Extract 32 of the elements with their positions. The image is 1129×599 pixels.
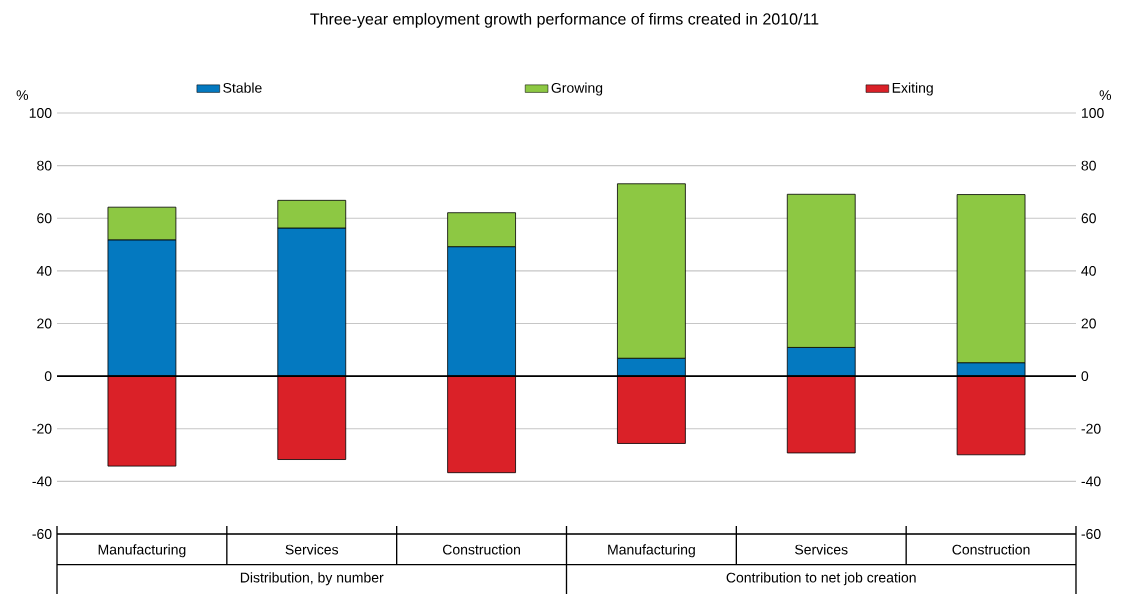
y2-tick-label: 60 xyxy=(1081,213,1096,224)
y2-tick-label: 40 xyxy=(1081,265,1096,276)
y2-tick-label: 0 xyxy=(1081,371,1089,382)
y-tick-label: 0 xyxy=(44,371,52,382)
y2-tick-label: 100 xyxy=(1081,108,1104,118)
x-tick-label: Manufacturing xyxy=(98,544,186,558)
x-tick-label: Manufacturing xyxy=(608,544,695,558)
y-tick-label: 80 xyxy=(37,160,52,171)
x-tick-label: Construction xyxy=(952,544,1030,555)
legend-label: Growing xyxy=(551,82,603,96)
y2-tick-label: -40 xyxy=(1081,476,1101,487)
y2-tick-label: 20 xyxy=(1081,318,1096,329)
y-tick-label: -20 xyxy=(32,423,52,434)
y-tick-label: -60 xyxy=(32,529,52,539)
y-tick-label: -40 xyxy=(32,476,52,487)
y2-tick-label: -20 xyxy=(1081,423,1101,434)
text: Contribution to net job creation xyxy=(726,572,916,586)
y-tick-label: 100 xyxy=(29,108,52,118)
chart-title: Three-year employment growth performance of firms created in 2010/11 xyxy=(310,12,819,28)
x-tick-label: Services xyxy=(795,544,848,555)
y2-tick-label: 80 xyxy=(1081,160,1096,171)
legend-label: Exiting xyxy=(892,82,933,96)
x-tick-label: Services xyxy=(285,544,339,555)
y-tick-label: 40 xyxy=(36,265,52,276)
text: Distribution, by number xyxy=(240,572,384,586)
y-tick-label: 60 xyxy=(37,213,52,224)
legend-label: Stable xyxy=(223,82,262,93)
y2-axis-title: % xyxy=(1099,90,1112,101)
y-tick-label: 20 xyxy=(37,318,52,329)
y2-tick-label: -60 xyxy=(1081,529,1101,539)
y-axis-title: % xyxy=(16,90,29,101)
x-tick-label: Construction xyxy=(443,544,520,555)
